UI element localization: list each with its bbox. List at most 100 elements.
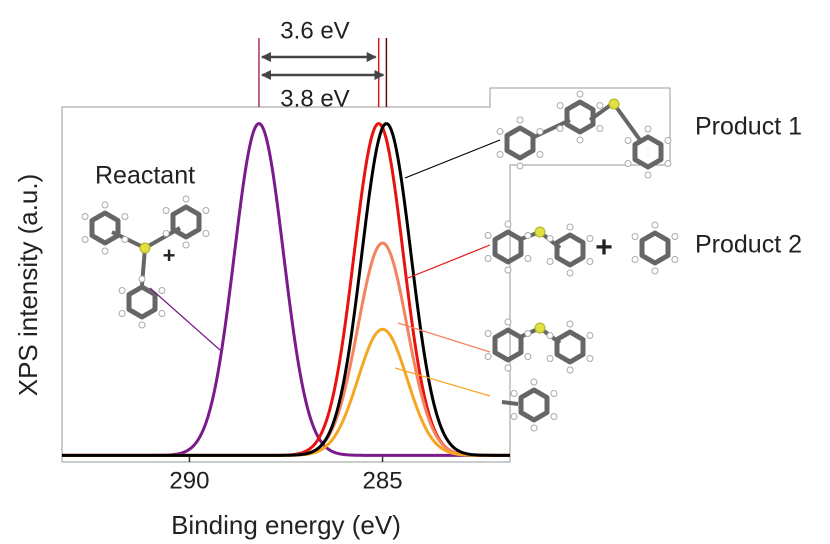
hydrogen: [163, 208, 169, 214]
hydrogen: [665, 138, 671, 144]
series-label: Reactant: [95, 162, 195, 190]
hydrogen: [587, 333, 593, 339]
spectrum-curve: [62, 329, 510, 455]
hydrogen: [102, 202, 108, 208]
leader-line: [150, 288, 220, 350]
hydrogen: [183, 242, 189, 248]
series-label: Product 2: [695, 231, 802, 259]
sulfur: [535, 227, 545, 237]
hydrogen: [625, 138, 631, 144]
ring: [635, 137, 661, 167]
hydrogen: [517, 163, 523, 169]
x-tick-label: 290: [169, 467, 209, 494]
sulfur: [140, 243, 150, 253]
sulfur: [535, 323, 545, 333]
hydrogen: [505, 365, 511, 371]
hydrogen: [587, 356, 593, 362]
bond: [614, 104, 640, 140]
hydrogen: [82, 237, 88, 243]
hydrogen: [551, 391, 557, 397]
hydrogen: [547, 259, 553, 265]
ring: [495, 330, 521, 360]
hydrogen: [567, 321, 573, 327]
plus-sign: +: [163, 243, 176, 268]
ring: [173, 207, 199, 237]
hydrogen: [632, 257, 638, 263]
ring: [557, 235, 583, 265]
hydrogen: [587, 236, 593, 242]
hydrogen: [567, 367, 573, 373]
hydrogen: [531, 425, 537, 431]
hydrogen: [537, 152, 543, 158]
sulfur: [609, 99, 619, 109]
hydrogen: [567, 270, 573, 276]
hydrogen: [119, 311, 125, 317]
hydrogen: [139, 276, 145, 282]
hydrogen: [652, 222, 658, 228]
hydrogen: [183, 196, 189, 202]
hydrogen: [122, 214, 128, 220]
ring: [557, 332, 583, 362]
hydrogen: [517, 117, 523, 123]
hydrogen: [665, 161, 671, 167]
hydrogen: [203, 231, 209, 237]
ring: [129, 287, 155, 317]
hydrogen: [537, 129, 543, 135]
hydrogen: [645, 126, 651, 132]
hydrogen: [597, 126, 603, 132]
x-tick-label: 285: [363, 467, 403, 494]
hydrogen: [485, 256, 491, 262]
hydrogen: [645, 172, 651, 178]
ring: [507, 128, 533, 158]
hydrogen: [497, 129, 503, 135]
hydrogen: [551, 414, 557, 420]
plot-frame: [62, 88, 670, 462]
hydrogen: [577, 137, 583, 143]
annotation: 3.8 eV: [280, 85, 349, 112]
hydrogen: [557, 103, 563, 109]
hydrogen: [531, 379, 537, 385]
hydrogen: [102, 248, 108, 254]
hydrogen: [547, 236, 553, 242]
hydrogen: [577, 91, 583, 97]
ring: [642, 233, 668, 263]
series-label: Product 1: [695, 113, 802, 141]
chart: XPS intensity (a.u.) Binding energy (eV)…: [0, 0, 830, 544]
hydrogen: [139, 322, 145, 328]
plus-sign: +: [595, 231, 613, 264]
hydrogen: [159, 311, 165, 317]
hydrogen: [547, 333, 553, 339]
hydrogen: [672, 234, 678, 240]
hydrogen: [497, 152, 503, 158]
annotation: 3.6 eV: [280, 17, 349, 44]
hydrogen: [652, 268, 658, 274]
hydrogen: [159, 288, 165, 294]
ring: [92, 213, 118, 243]
leader-line: [405, 140, 500, 178]
ring: [567, 102, 593, 132]
hydrogen: [557, 126, 563, 132]
hydrogen: [511, 391, 517, 397]
bond: [502, 402, 518, 404]
hydrogen: [119, 288, 125, 294]
hydrogen: [597, 103, 603, 109]
hydrogen: [525, 331, 531, 337]
hydrogen: [525, 256, 531, 262]
hydrogen: [632, 234, 638, 240]
hydrogen: [672, 257, 678, 263]
hydrogen: [485, 354, 491, 360]
hydrogen: [511, 414, 517, 420]
hydrogen: [485, 233, 491, 239]
hydrogen: [203, 208, 209, 214]
ring: [521, 390, 547, 420]
hydrogen: [82, 214, 88, 220]
hydrogen: [587, 259, 593, 265]
hydrogen: [525, 233, 531, 239]
hydrogen: [122, 237, 128, 243]
hydrogen: [567, 224, 573, 230]
hydrogen: [525, 354, 531, 360]
hydrogen: [505, 221, 511, 227]
hydrogen: [547, 356, 553, 362]
hydrogen: [505, 267, 511, 273]
hydrogen: [625, 161, 631, 167]
